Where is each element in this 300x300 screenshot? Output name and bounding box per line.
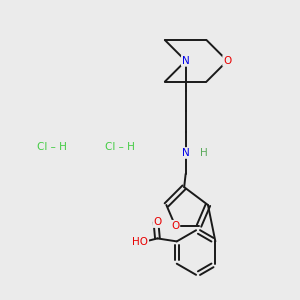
Text: Cl – H: Cl – H (105, 142, 135, 152)
Text: N: N (182, 148, 190, 158)
Text: O: O (153, 217, 162, 227)
Text: Cl – H: Cl – H (37, 142, 67, 152)
Text: O: O (171, 221, 179, 231)
Text: HO: HO (132, 237, 148, 247)
Text: H: H (200, 148, 207, 158)
Text: N: N (182, 56, 190, 66)
Text: O: O (223, 56, 231, 66)
